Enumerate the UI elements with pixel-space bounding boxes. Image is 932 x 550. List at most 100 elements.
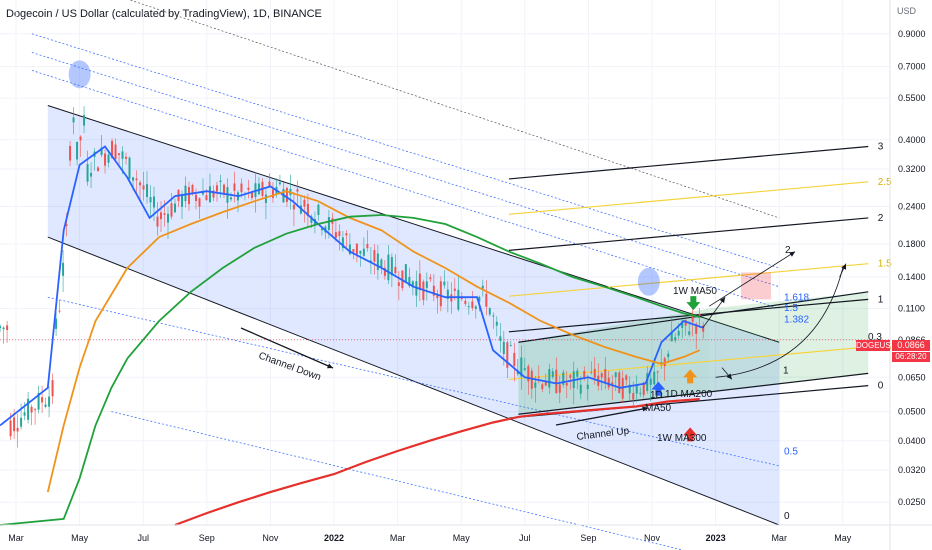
candle-body [481,285,484,289]
candle-body [76,141,79,160]
x-tick-label: May [834,533,852,543]
candle-body [534,382,537,388]
candle-body [128,157,131,179]
candle-body [62,262,65,276]
ma300-1w-arrow [683,427,698,442]
candle-body [306,203,309,217]
candle-body [285,187,288,202]
candle-body [530,370,533,389]
x-tick-label: Jul [137,533,149,543]
candle-body [590,371,593,373]
candle-body [604,369,607,383]
peak-highlight [637,267,660,296]
candle-body [160,212,163,220]
y-tick-label: 0.4000 [898,135,926,145]
x-tick-label: Nov [644,533,661,543]
projection-arrow [702,296,726,328]
candle-body [478,296,481,302]
y-tick-label: 0.0250 [898,497,926,507]
channel-fib-label: 0 [784,511,790,522]
candle-body [174,203,176,213]
y-tick-label: 0.0500 [898,407,926,417]
candle-body [639,392,642,394]
price-value-tag: 0.0866 [892,340,930,351]
channel-fib-extension [31,33,780,269]
series-line-1d-ma200 [46,190,701,493]
candle-body [362,248,365,256]
channel-fib-label: 1.5 [784,303,798,314]
candle-body [125,156,128,159]
candle-body [625,375,628,381]
price-countdown-tag: 06:28:20 [892,352,930,362]
channel-fib-extension [111,411,685,550]
candle-body [383,267,386,276]
y-tick-label: 0.0650 [898,372,926,382]
candle-body [649,378,652,385]
candle-body [41,397,44,403]
candle-body [443,281,446,286]
channel-fib-extension [31,52,780,288]
candle-body [163,213,166,215]
candle-body [485,293,488,307]
candle-body [397,282,400,286]
candle-body [257,183,260,195]
candle-body [569,375,572,378]
y-tick-label: 0.1100 [898,304,925,314]
candle-body [212,190,215,198]
x-tick-label: Mar [390,533,406,543]
candle-body [247,187,250,190]
candle-body [100,147,103,155]
candle-body [562,372,565,385]
candle-body [111,140,114,159]
candle-body [65,224,68,226]
candle-body [376,253,379,271]
candle-body [58,310,61,312]
candle-body [677,330,680,336]
candle-body [656,371,659,373]
candle-body [642,382,645,396]
candle-body [86,164,89,182]
fib-level-label: 2.5 [878,177,892,188]
candle-body [83,115,86,126]
candle-body [551,371,554,377]
x-tick-label: Jul [519,533,531,543]
candle-body [16,427,19,432]
y-tick-label: 0.0866 [898,335,926,345]
candle-body [79,136,82,141]
candle-body [495,321,498,326]
currency-label: USD [897,6,917,16]
candle-body [250,192,253,198]
candle-body [408,276,411,287]
ma200-1d-arrow [683,369,698,384]
x-tick-label: Sep [580,533,596,543]
fib-projection-line [508,346,869,381]
series-line-1w-ma50 [0,214,700,526]
candle-body [215,185,218,192]
candle-body [674,337,677,341]
x-tick-label: Mar [771,533,787,543]
candle-body [104,153,107,166]
candle-body [607,377,610,388]
candle-body [240,183,243,193]
candle-body [146,184,149,198]
series-line-1w-ma300 [174,398,700,527]
channel-fib-extension [47,296,780,467]
candle-body [488,308,491,315]
candle-body [646,373,649,391]
x-tick-label: 2023 [706,533,726,543]
candle-body [425,281,428,288]
candle-body [614,372,617,378]
candle-body [271,189,274,198]
candle-body [187,187,190,205]
candle-body [555,369,558,393]
candle-body [404,264,407,283]
candle-body [583,370,586,379]
channel-up-arrow-head [642,406,648,412]
candle-body [471,301,474,308]
candle-body [6,325,9,331]
candle-body [618,372,621,394]
candle-body [20,417,23,427]
candle-body [114,144,117,160]
candle-body [366,244,369,249]
